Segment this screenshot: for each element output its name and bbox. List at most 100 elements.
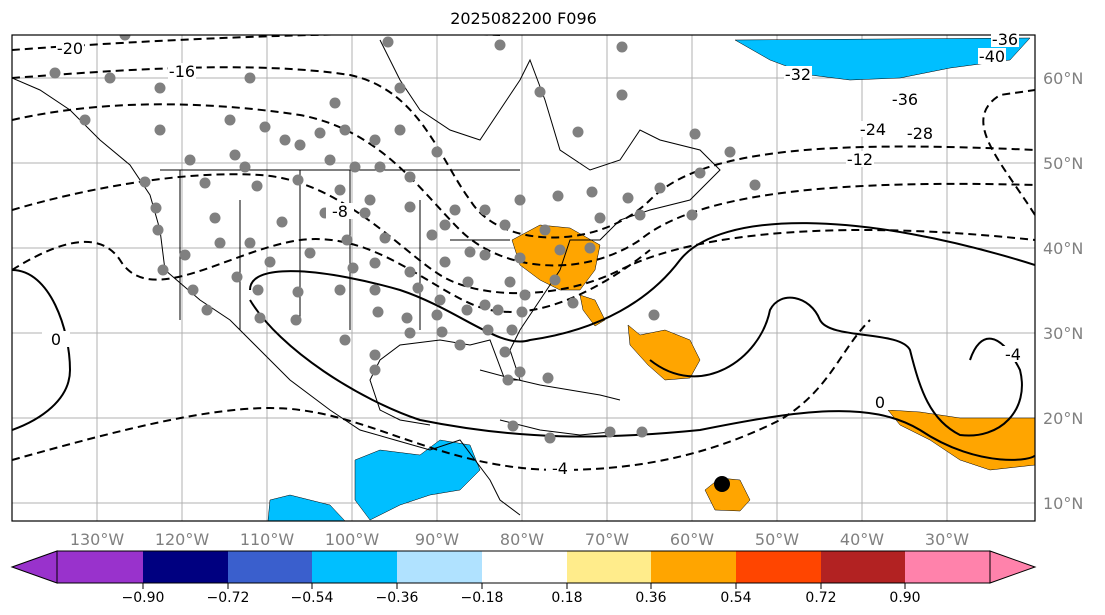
colorbar-tick-label: 0.36 (635, 590, 666, 606)
station-dot (341, 234, 353, 246)
station-dot (374, 161, 386, 173)
colorbar-tick-label: −0.72 (207, 590, 250, 606)
station-dot (209, 212, 221, 224)
station-dot (479, 204, 491, 216)
station-dot (244, 72, 256, 84)
colorbar-segment (228, 551, 312, 583)
colorbar: −0.90 −0.72 −0.54 −0.36 −0.18 0.18 0.36 0.54 0.7… (10, 550, 1037, 606)
station-dot (462, 276, 474, 288)
station-dot (292, 174, 304, 186)
contour-label: 0 (51, 330, 61, 349)
contour-labels: -20-16-36-40-32-36-24 -28-12-8-400-4 (42, 30, 1027, 478)
station-dot (294, 139, 306, 151)
lon-tick-label: 110°W (240, 530, 295, 549)
station-dot (514, 194, 526, 206)
map-title: 2025082200 F096 (450, 9, 597, 28)
station-dot (276, 216, 288, 228)
shaded-positive-anomaly (511, 224, 1035, 512)
station-dot (502, 374, 514, 386)
station-dot (279, 134, 291, 146)
contour-label: -4 (552, 459, 568, 478)
lon-tick-label: 60°W (670, 530, 714, 549)
lon-tick-label: 90°W (415, 530, 459, 549)
station-dot (404, 171, 416, 183)
colorbar-extend-max (989, 550, 1037, 584)
station-dot (239, 161, 251, 173)
station-dot (292, 286, 304, 298)
station-dot (314, 127, 326, 139)
lon-tick-label: 70°W (585, 530, 629, 549)
station-dot (150, 202, 162, 214)
station-dot (724, 146, 736, 158)
lat-tick-label: 10°N (1043, 494, 1083, 513)
station-dot (514, 252, 526, 264)
storm-center-marker (714, 476, 730, 492)
lat-tick-label: 30°N (1043, 324, 1083, 343)
station-dot (369, 257, 381, 269)
station-dot (686, 209, 698, 221)
station-dot (516, 306, 528, 318)
station-dot (244, 237, 256, 249)
station-dot (152, 224, 164, 236)
station-dot (749, 179, 761, 191)
lat-tick-label: 20°N (1043, 409, 1083, 428)
station-dot (622, 192, 634, 204)
station-dot (616, 89, 628, 101)
station-dot (584, 242, 596, 254)
station-dot (251, 180, 263, 192)
station-dot (154, 82, 166, 94)
station-dot (492, 304, 504, 316)
station-dot (179, 249, 191, 261)
station-dot (534, 86, 546, 98)
station-dot (506, 324, 518, 336)
colorbar-tick-label: 0.72 (805, 590, 836, 606)
station-dot (254, 312, 266, 324)
station-dot (572, 126, 584, 138)
station-dot (369, 284, 381, 296)
station-dot (229, 149, 241, 161)
contour-label: -24 (860, 120, 886, 139)
lon-tick-label: 100°W (325, 530, 380, 549)
contour-label: -40 (979, 47, 1005, 66)
station-dot (339, 334, 351, 346)
station-dot (552, 190, 564, 202)
station-dot (594, 212, 606, 224)
station-dot (494, 39, 506, 51)
lat-tick-label: 40°N (1043, 239, 1083, 258)
station-dot (431, 146, 443, 158)
contour-label: -20 (57, 39, 83, 58)
station-dot (436, 326, 448, 338)
station-dot (224, 114, 236, 126)
station-dot (504, 276, 516, 288)
station-dot (479, 299, 491, 311)
station-dot (439, 219, 451, 231)
colorbar-segment (821, 551, 905, 583)
shaded-negative-anomaly (267, 37, 1031, 521)
contour-label: 0 (875, 393, 885, 412)
station-dot (499, 219, 511, 231)
lat-tick-label: 60°N (1043, 69, 1083, 88)
station-dot (636, 426, 648, 438)
lon-tick-label: 130°W (70, 530, 125, 549)
colorbar-segment (651, 551, 736, 583)
station-dot (154, 124, 166, 136)
station-dot (479, 249, 491, 261)
station-dot (359, 207, 371, 219)
station-dot (634, 209, 646, 221)
station-dot (364, 194, 376, 206)
station-dot (499, 346, 511, 358)
colorbar-extend-min (10, 550, 58, 584)
contour-label: -36 (992, 30, 1018, 49)
station-dot (347, 262, 359, 274)
station-dot (187, 284, 199, 296)
station-dot (567, 297, 579, 309)
station-dot (349, 161, 361, 173)
station-dot (372, 306, 384, 318)
station-dot (49, 67, 61, 79)
station-dot (426, 229, 438, 241)
station-dot (454, 339, 466, 351)
gridlines (12, 35, 1035, 521)
lon-tick-label: 80°W (500, 530, 544, 549)
station-dot (507, 420, 519, 432)
